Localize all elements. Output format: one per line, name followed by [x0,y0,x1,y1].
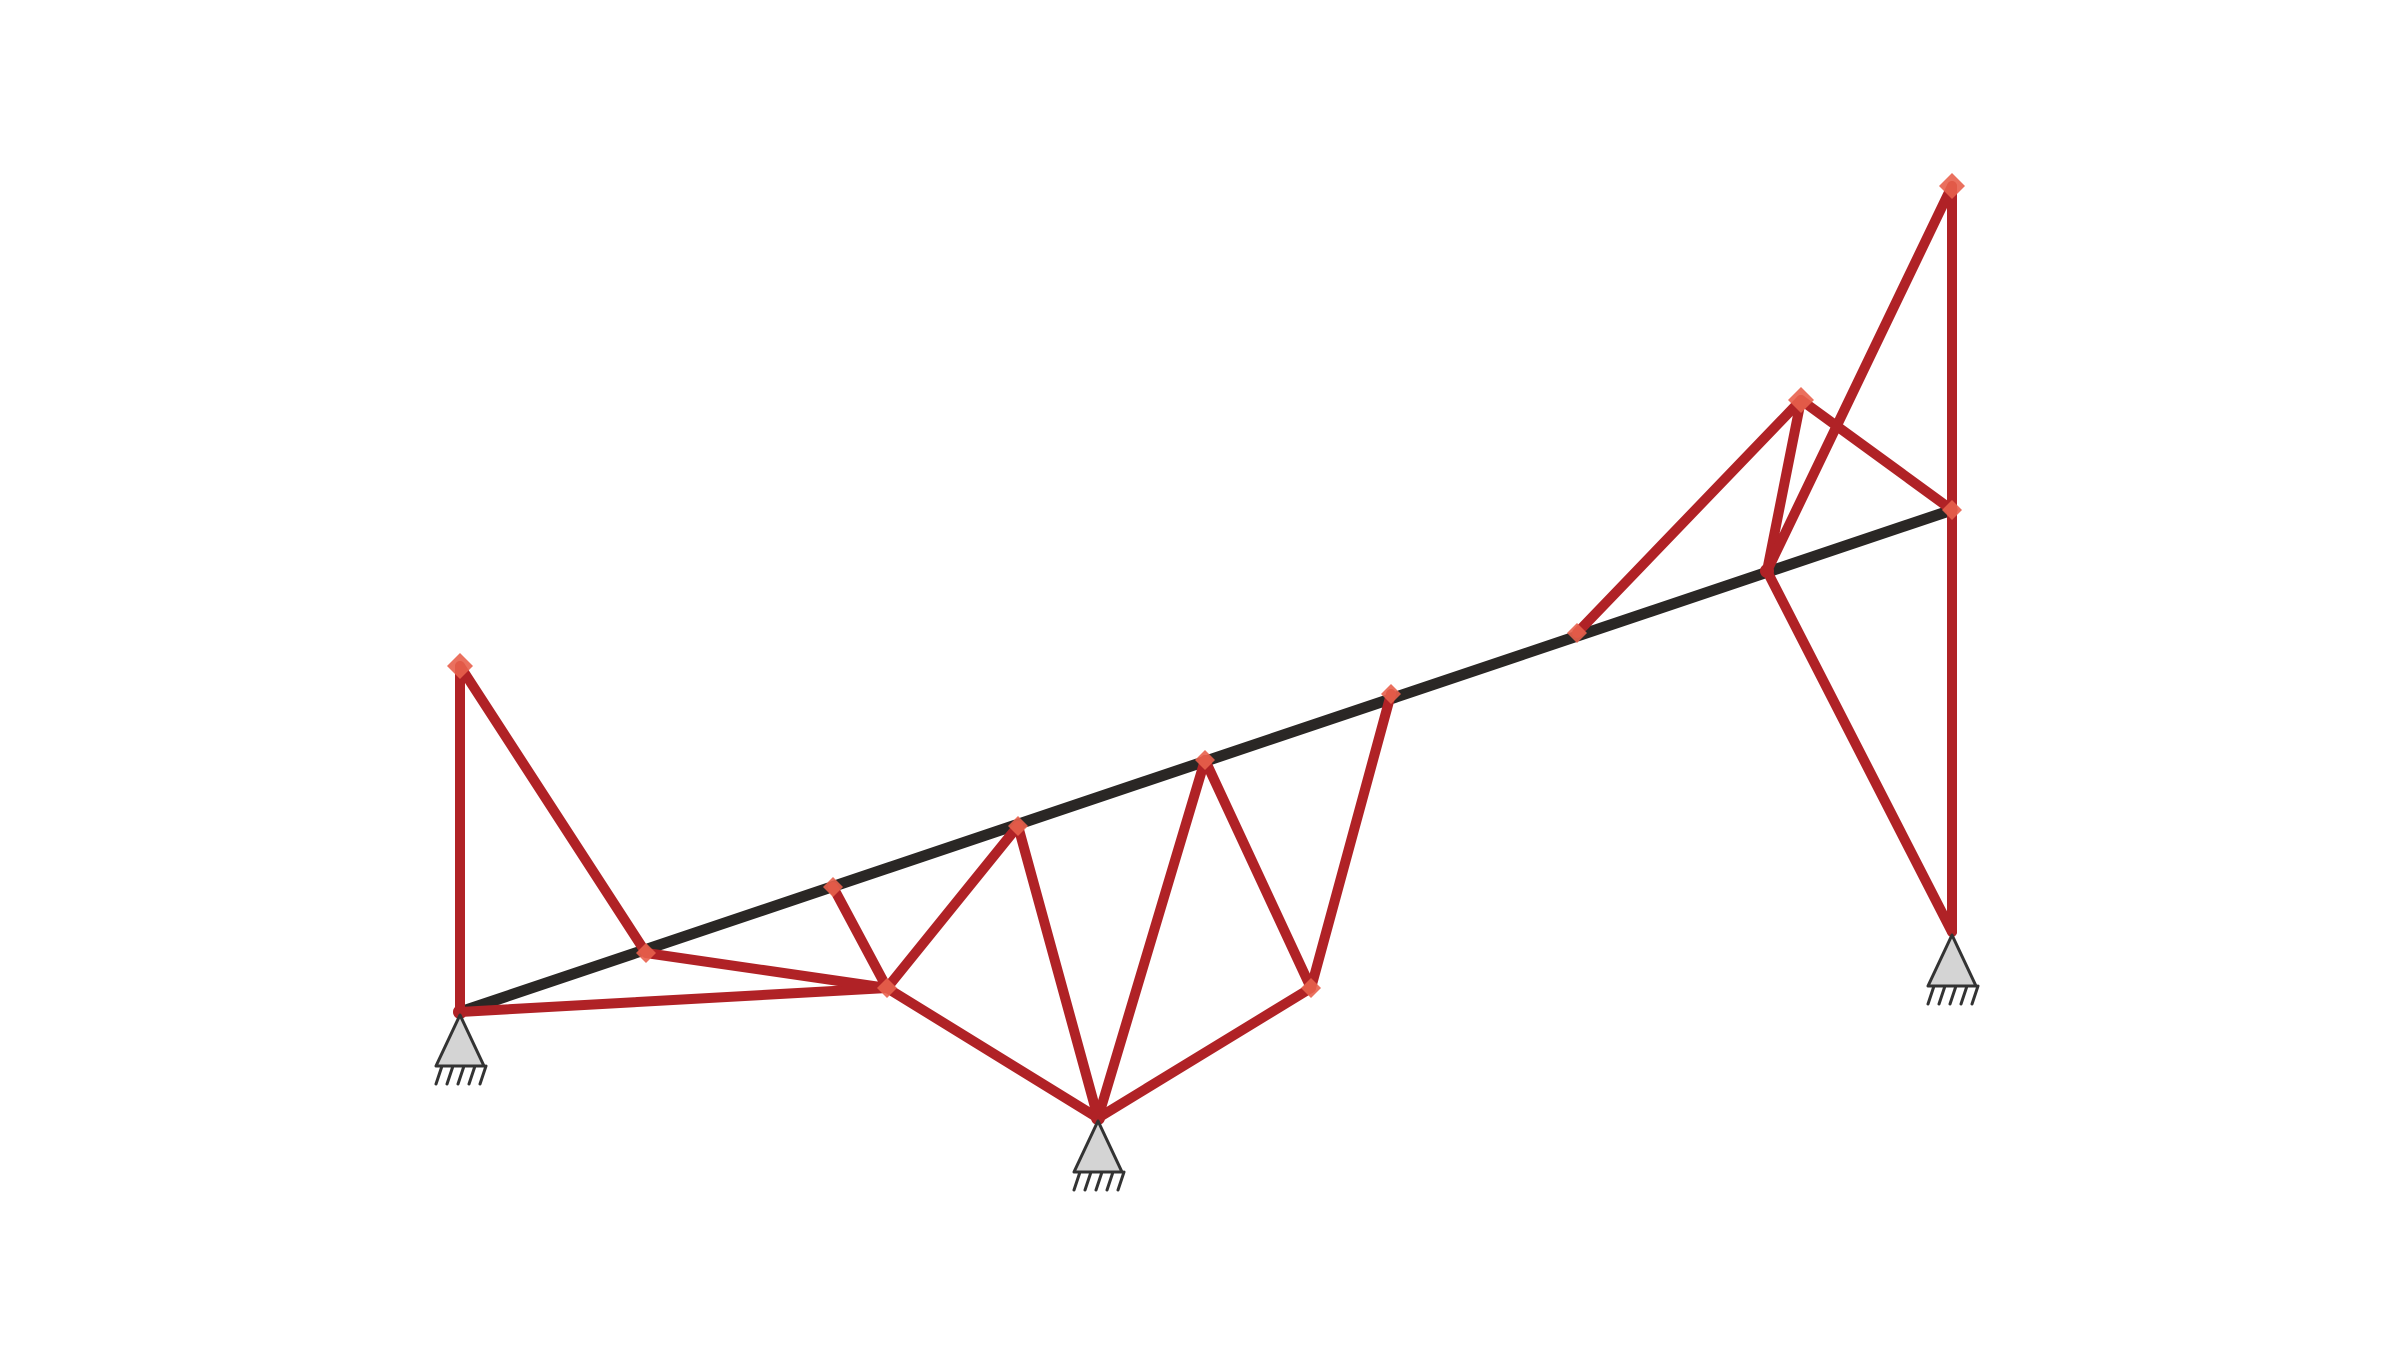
truss-member [1762,566,1957,937]
support-hatch [1083,1170,1093,1192]
support-hatch [478,1064,488,1086]
support-triangle [1072,1119,1124,1174]
node-marker-icon [823,877,843,897]
node-marker-icon [1567,623,1587,643]
support-hatch [1948,984,1958,1006]
node-marker-icon [1381,684,1401,704]
support-hatch [1937,984,1947,1006]
support-hatch [445,1064,455,1086]
support-hatch [1072,1170,1082,1192]
node-marker-icon [1301,978,1321,998]
truss-member [1572,395,1806,638]
support-hatch [1970,984,1980,1006]
pin-support-icon [1072,1119,1126,1192]
support-triangle [1926,933,1978,988]
node-marker-icon [1939,173,1965,199]
node-layer [447,173,1965,1125]
node-marker-icon [1008,816,1028,836]
truss-member [882,821,1023,993]
support-hatch [1959,984,1969,1006]
truss-member [1093,983,1316,1123]
support-hatch [434,1064,444,1086]
node-marker-icon [1195,750,1215,770]
truss-member [1306,689,1396,993]
node-marker-icon [636,943,656,963]
support-hatch [467,1064,477,1086]
truss-member [1093,755,1210,1123]
truss-member [1796,395,1957,515]
node-marker-icon [447,653,473,679]
support-layer [434,933,1980,1192]
truss-member [455,983,892,1017]
pin-support-icon [1926,933,1980,1006]
node-joint [453,1005,467,1019]
support-triangle [434,1013,486,1068]
support-hatch [1094,1170,1104,1192]
node-joint [1760,564,1774,578]
truss-member [828,882,892,993]
node-marker-icon [1942,500,1962,520]
truss-member [1762,395,1806,576]
support-hatch [456,1064,466,1086]
support-hatch [1105,1170,1115,1192]
truss-member [882,983,1103,1123]
truss-member [455,661,651,958]
member-layer [455,181,1957,1123]
node-joint [1091,1111,1105,1125]
pin-support-icon [434,1013,488,1086]
support-hatch [1116,1170,1126,1192]
node-marker-icon [877,978,897,998]
node-marker-icon [1788,387,1814,413]
support-hatch [1926,984,1936,1006]
truss-member [1013,821,1103,1123]
truss-member [1200,755,1316,993]
truss-member [1762,181,1957,576]
truss-member [641,948,892,993]
